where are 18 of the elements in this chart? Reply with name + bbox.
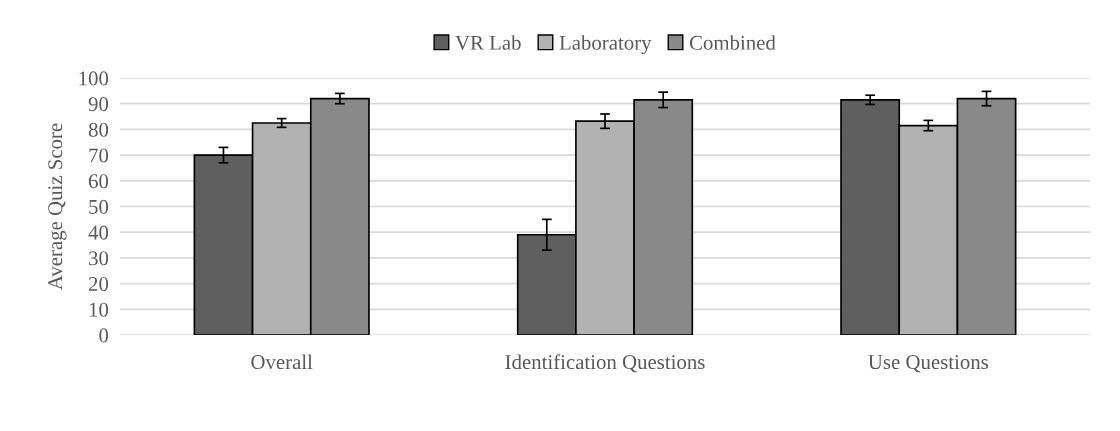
y-tick-label: 20 <box>88 276 109 292</box>
y-tick-label: 100 <box>79 71 109 86</box>
legend-label: Laboratory <box>559 35 652 55</box>
y-tick-label: 40 <box>88 225 109 240</box>
y-tick-label: 30 <box>89 251 109 266</box>
y-tick-label: 60 <box>88 174 109 189</box>
legend-label: VR Lab <box>455 35 521 50</box>
y-axis-title: Average Quiz Score <box>48 123 67 290</box>
x-tick-label: Overall <box>251 354 313 370</box>
y-tick-label: 90 <box>88 97 109 112</box>
y-tick-label: 0 <box>99 328 109 343</box>
x-tick-label: Identification Questions <box>505 354 705 373</box>
y-tick-label: 80 <box>88 122 109 137</box>
y-tick-label: 10 <box>89 302 109 317</box>
legend-label: Combined <box>689 35 776 50</box>
y-tick-label: 70 <box>89 148 109 163</box>
y-tick-label: 50 <box>89 199 109 214</box>
x-tick-label: Use Questions <box>868 355 989 373</box>
